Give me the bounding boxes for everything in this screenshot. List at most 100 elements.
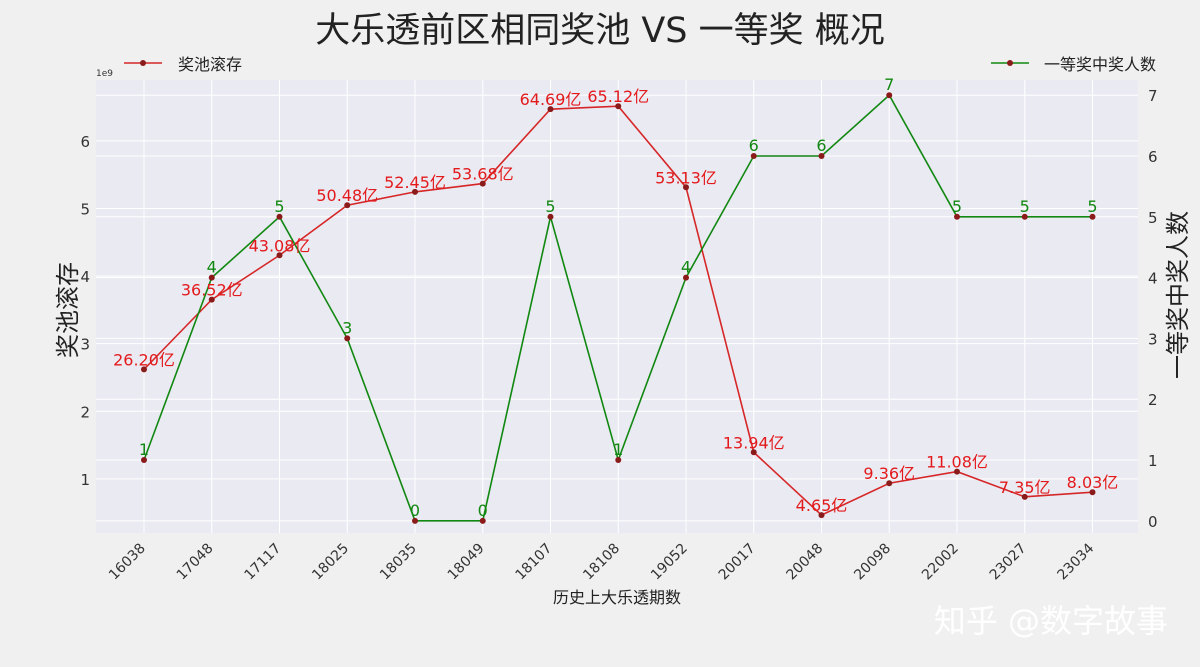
x-axis-ticks: 16038 17048 17117 18025 18035 18049 18107 18108…: [106, 540, 1097, 583]
data-label-winners: 1: [139, 440, 149, 459]
data-point: [683, 274, 689, 281]
legend-left: 奖池滚存: [124, 55, 242, 74]
data-label-jackpot: 43.08亿: [249, 236, 311, 255]
data-point: [208, 296, 215, 303]
data-point: [412, 517, 418, 524]
right-y-tick-label: 1: [1148, 452, 1158, 470]
data-label-jackpot: 36.52亿: [181, 281, 243, 300]
right-y-tick-label: 5: [1148, 209, 1158, 227]
data-point: [818, 153, 825, 160]
x-tick-label: 23027: [987, 541, 1030, 584]
data-label-winners: 6: [749, 136, 759, 155]
data-point: [1089, 489, 1096, 496]
data-label-jackpot: 8.03亿: [1067, 473, 1119, 492]
data-label-jackpot: 53.68亿: [452, 165, 514, 184]
data-point: [141, 366, 147, 373]
data-label-winners: 1: [613, 440, 623, 459]
data-label-winners: 3: [342, 318, 352, 337]
right-y-tick-label: 4: [1148, 270, 1158, 288]
left-y-axis-label: 奖池滚存: [54, 262, 82, 358]
data-point: [547, 106, 554, 113]
data-point: [276, 213, 283, 220]
right-y-tick-label: 7: [1148, 87, 1158, 105]
data-label-jackpot: 11.08亿: [926, 453, 988, 472]
x-tick-label: 22002: [919, 541, 962, 584]
right-y-axis-ticks: 0 1 2 3 4 5 6 7: [1148, 87, 1158, 531]
legend-right-marker: [1007, 60, 1013, 66]
data-label-jackpot: 26.20亿: [113, 350, 175, 369]
legend-left-marker: [140, 60, 146, 66]
data-label-winners: 5: [274, 197, 284, 216]
data-point: [683, 184, 689, 191]
left-y-tick-label: 1: [80, 471, 90, 489]
data-point: [479, 180, 486, 187]
x-tick-label: 19052: [648, 541, 691, 584]
x-tick-label: 18025: [309, 541, 352, 584]
x-tick-label: 18049: [445, 541, 488, 584]
gridlines: [96, 80, 1138, 533]
data-point: [412, 188, 418, 195]
right-y-tick-label: 6: [1148, 148, 1158, 166]
data-point: [547, 213, 554, 220]
x-tick-label: 18107: [513, 541, 556, 584]
right-y-axis-label: 一等奖中奖人数: [1164, 211, 1192, 379]
right-y-tick-label: 0: [1148, 513, 1158, 531]
x-tick-label: 18035: [377, 541, 420, 584]
data-point: [141, 457, 147, 464]
data-point: [954, 213, 960, 220]
data-label-jackpot: 52.45亿: [384, 173, 446, 192]
x-tick-label: 17117: [242, 541, 285, 584]
right-y-tick-label: 3: [1148, 330, 1158, 348]
left-y-tick-label: 2: [80, 403, 90, 421]
data-point: [615, 457, 622, 464]
data-label-jackpot: 4.65亿: [796, 496, 848, 515]
x-tick-label: 20048: [784, 541, 827, 584]
left-y-tick-label: 5: [80, 200, 90, 218]
data-label-jackpot: 9.36亿: [863, 464, 915, 483]
left-y-tick-label: 3: [80, 336, 90, 354]
x-tick-label: 17048: [174, 541, 217, 584]
data-label-jackpot: 7.35亿: [999, 478, 1051, 497]
series-layer: [141, 92, 1096, 524]
left-y-axis-ticks: 1 2 3 4 5 6: [80, 133, 90, 489]
left-y-tick-label: 4: [80, 268, 90, 286]
data-point: [886, 480, 893, 487]
legend-left-label: 奖池滚存: [178, 55, 242, 74]
left-axis-multiplier: 1e9: [96, 69, 113, 79]
x-tick-label: 23034: [1055, 540, 1098, 583]
data-point: [886, 92, 893, 99]
data-point: [479, 517, 486, 524]
data-label-winners: 4: [207, 258, 217, 277]
data-point: [750, 153, 757, 160]
right-y-tick-label: 2: [1148, 391, 1158, 409]
data-label-winners: 5: [545, 197, 555, 216]
legend-right: 一等奖中奖人数: [991, 55, 1156, 74]
data-label-jackpot: 65.12亿: [587, 87, 649, 106]
data-point: [818, 512, 825, 519]
data-label-winners: 0: [478, 501, 488, 520]
left-y-tick-label: 6: [80, 133, 90, 151]
x-tick-label: 16038: [106, 541, 149, 584]
data-point: [615, 103, 622, 110]
data-label-winners: 5: [1020, 197, 1030, 216]
x-tick-label: 20017: [716, 541, 759, 584]
chart-title: 大乐透前区相同奖池 VS 一等奖 概况: [315, 11, 885, 51]
data-point: [954, 468, 960, 475]
watermark: 知乎 @数字故事: [934, 602, 1168, 640]
data-point: [1021, 493, 1028, 500]
data-label-winners: 6: [816, 136, 826, 155]
data-label-winners: 0: [410, 501, 420, 520]
data-label-jackpot: 64.69亿: [520, 90, 582, 109]
data-label-winners: 5: [952, 197, 962, 216]
data-label-jackpot: 50.48亿: [316, 186, 378, 205]
data-point: [344, 335, 351, 342]
data-point: [750, 449, 757, 456]
data-label-winners: 7: [884, 75, 894, 94]
data-point: [208, 274, 215, 281]
data-point: [344, 202, 351, 209]
x-tick-label: 18108: [580, 541, 623, 584]
x-axis-label: 历史上大乐透期数: [553, 588, 681, 607]
data-point: [1089, 213, 1096, 220]
